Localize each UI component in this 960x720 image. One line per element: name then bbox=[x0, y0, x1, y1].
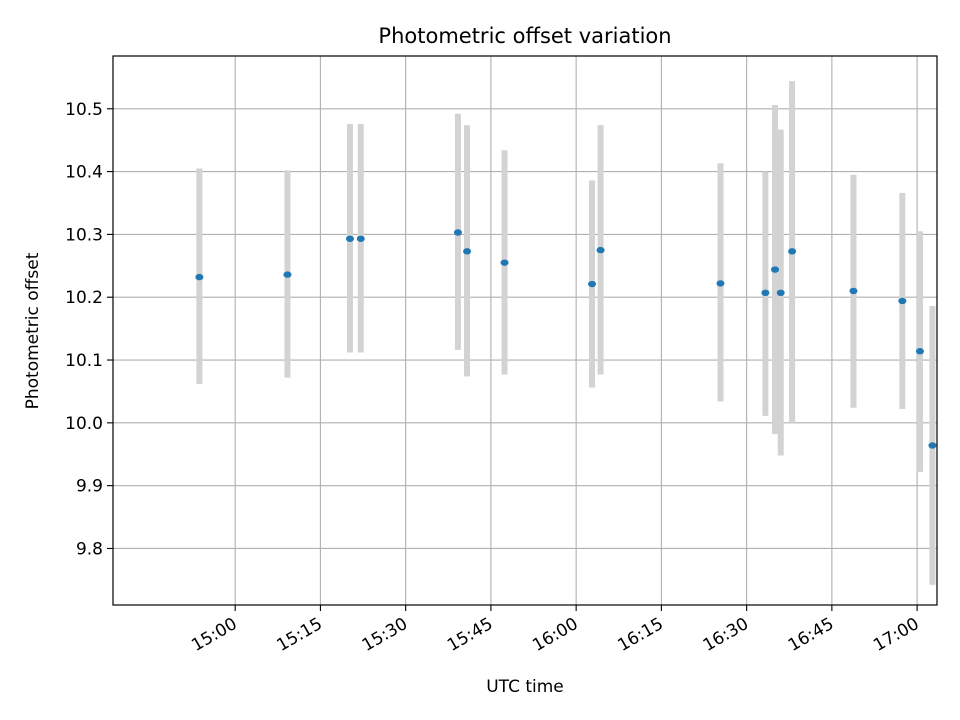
data-point bbox=[588, 280, 597, 288]
data-point bbox=[283, 271, 292, 278]
data-points bbox=[195, 229, 937, 449]
data-point bbox=[771, 266, 780, 273]
data-point bbox=[788, 248, 797, 255]
data-point bbox=[928, 442, 937, 449]
plot-area bbox=[113, 56, 937, 605]
data-point bbox=[849, 287, 858, 295]
data-point bbox=[716, 280, 725, 287]
data-point bbox=[776, 289, 785, 297]
data-point bbox=[761, 289, 770, 297]
data-point bbox=[463, 248, 472, 255]
y-tick-label: 10.3 bbox=[65, 225, 103, 245]
grid bbox=[113, 56, 937, 605]
y-tick-label: 10.1 bbox=[65, 351, 103, 371]
data-point bbox=[596, 246, 605, 254]
y-axis-label: Photometric offset bbox=[23, 252, 43, 409]
y-axis-ticks: 9.8 9.9 10.0 10.1 10.2 10.3 10.4 10.5 bbox=[65, 100, 113, 559]
data-point bbox=[356, 235, 365, 242]
chart-title: Photometric offset variation bbox=[378, 24, 671, 48]
data-point bbox=[500, 259, 509, 266]
x-axis-label: UTC time bbox=[486, 677, 564, 697]
y-tick-label: 10.2 bbox=[65, 288, 103, 308]
y-tick-label: 9.8 bbox=[76, 539, 103, 559]
axes-frame bbox=[112, 55, 938, 606]
data-point bbox=[345, 235, 354, 242]
y-tick-label: 10.5 bbox=[65, 100, 103, 120]
data-point bbox=[195, 273, 204, 281]
data-point bbox=[915, 348, 924, 355]
y-tick-label: 10.0 bbox=[65, 414, 103, 434]
data-point bbox=[898, 297, 907, 305]
y-tick-label: 10.4 bbox=[65, 163, 103, 183]
y-tick-label: 9.9 bbox=[76, 477, 103, 497]
data-point bbox=[453, 229, 462, 236]
